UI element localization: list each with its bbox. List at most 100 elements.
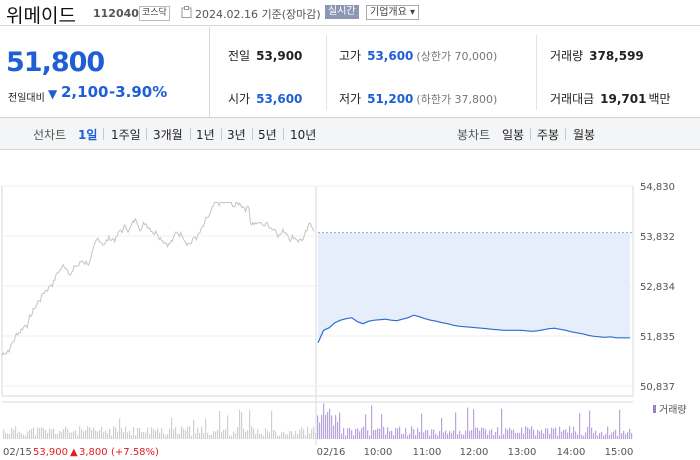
volume-bar	[561, 431, 563, 439]
volume-bar	[481, 427, 483, 439]
volume-bar	[605, 433, 607, 439]
price-chart[interactable]: 54,830 53,832 52,834 51,835 50,837 거래량 02/16…	[0, 150, 700, 460]
tab-1d[interactable]: 1일	[78, 128, 98, 142]
tab-daily[interactable]: 일봉	[502, 128, 525, 142]
volume-bar	[461, 434, 463, 439]
change-percent: -3.90%	[109, 83, 168, 101]
volume-bar	[323, 403, 325, 439]
tab-1w[interactable]: 1주일	[111, 128, 141, 142]
volume-bar	[325, 414, 327, 439]
volume-bar	[25, 435, 27, 439]
volume-bar	[615, 429, 617, 439]
volume-bar	[565, 429, 567, 439]
volume-bar	[61, 431, 63, 439]
volume-bar	[151, 427, 153, 439]
line-chart-label[interactable]: 선차트	[33, 128, 67, 142]
volume-bar	[395, 428, 397, 439]
volume-bar	[273, 429, 275, 439]
volume-bar	[11, 427, 13, 439]
volume-bar	[173, 429, 175, 439]
volume-bar	[113, 426, 115, 439]
volume-bar	[65, 426, 67, 439]
volume-bar	[629, 428, 631, 439]
volume-bar	[417, 427, 419, 439]
volume-bar	[303, 429, 305, 439]
low-label: 저가	[339, 92, 362, 106]
volume-bar	[459, 430, 461, 439]
volume-bar	[79, 426, 81, 439]
volume-bar	[33, 427, 35, 439]
volume-bar	[487, 434, 489, 439]
volume-bar	[383, 426, 385, 439]
tab-10y[interactable]: 10년	[290, 128, 317, 142]
volume-bar	[553, 428, 555, 439]
reference-date: 2024.02.16 기준(장마감)	[195, 8, 321, 21]
volume-bar	[495, 431, 497, 439]
volume-bar	[175, 426, 177, 439]
divider	[326, 35, 327, 110]
tab-1y[interactable]: 1년	[196, 128, 215, 142]
volume-bar	[75, 430, 77, 439]
volume-bar	[621, 433, 623, 439]
volume-bar	[423, 432, 425, 439]
volume-label: 거래량	[550, 49, 584, 63]
tab-monthly[interactable]: 월봉	[573, 128, 596, 142]
volume-bar	[115, 427, 117, 439]
volume-bar	[187, 426, 189, 439]
volume-bar	[287, 434, 289, 439]
volume-bar	[421, 413, 423, 439]
volume-cell: 거래량 378,599	[550, 47, 644, 64]
volume-bar	[609, 434, 611, 439]
volume-bar	[543, 433, 545, 439]
volume-bar	[479, 430, 481, 439]
volume-bar	[349, 427, 351, 439]
volume-bar	[31, 428, 33, 439]
tab-5y[interactable]: 5년	[258, 128, 277, 142]
volume-bar	[69, 432, 71, 439]
candle-chart-label[interactable]: 봉차트	[457, 128, 491, 142]
volume-bar	[563, 429, 565, 439]
volume-bar	[255, 434, 257, 439]
volume-bar	[169, 428, 171, 439]
volume-bar	[309, 433, 311, 439]
tab-3m[interactable]: 3개월	[153, 128, 183, 142]
market-badge: 코스닥	[139, 6, 170, 21]
current-price: 51,800	[6, 47, 105, 78]
volume-bar	[193, 419, 195, 439]
volume-bar	[279, 435, 281, 439]
volume-bar	[517, 432, 519, 439]
x-tick-label: 14:00	[557, 447, 586, 458]
volume-bar	[51, 429, 53, 439]
volume-bar	[567, 432, 569, 439]
tab-separator	[252, 128, 253, 140]
company-overview-button[interactable]: 기업개요 ▾	[366, 5, 419, 20]
volume-bar	[319, 422, 321, 439]
volume-bar	[397, 428, 399, 439]
tab-weekly[interactable]: 주봉	[537, 128, 560, 142]
realtime-badge[interactable]: 실시간	[325, 5, 359, 19]
volume-bar	[103, 432, 105, 439]
tab-separator	[283, 128, 284, 140]
volume-bar	[415, 435, 417, 439]
volume-bar	[73, 431, 75, 439]
volume-bar	[429, 435, 431, 439]
volume-bar	[509, 427, 511, 439]
volume-bar	[149, 434, 151, 439]
volume-bar	[335, 415, 337, 439]
volume-bar	[329, 409, 331, 439]
volume-bar	[539, 431, 541, 439]
volume-bar	[165, 435, 167, 439]
volume-bar	[387, 427, 389, 439]
volume-bar	[601, 431, 603, 439]
volume-bar	[353, 435, 355, 439]
volume-bar	[315, 433, 317, 439]
volume-bar	[525, 426, 527, 439]
change-label: 전일대비	[8, 93, 45, 104]
volume-bar	[345, 435, 347, 439]
volume-bar	[161, 428, 163, 439]
volume-bar	[147, 427, 149, 439]
tab-3y[interactable]: 3년	[227, 128, 246, 142]
clipboard-icon[interactable]	[181, 6, 192, 18]
volume-bar	[357, 428, 359, 439]
volume-bar	[331, 415, 333, 439]
